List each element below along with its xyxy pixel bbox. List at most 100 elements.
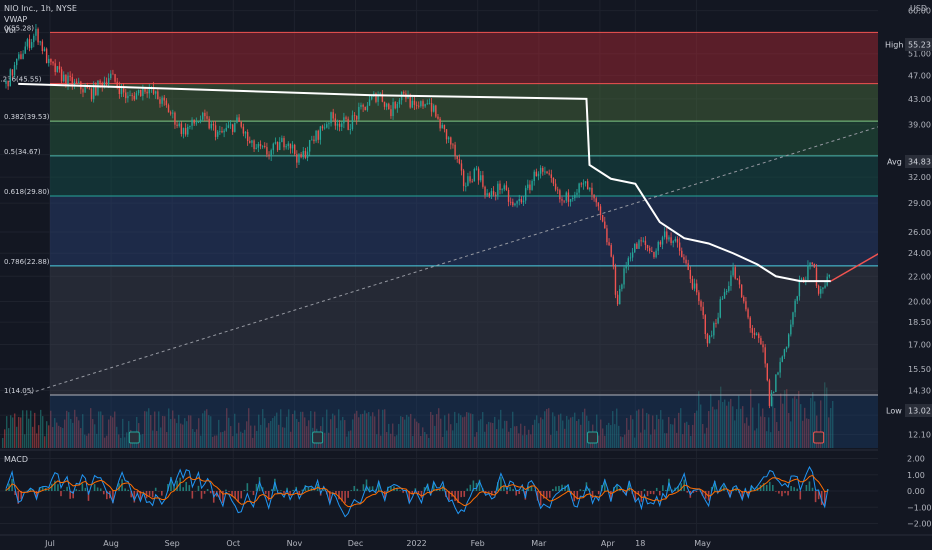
macd-histogram-bar	[808, 481, 811, 491]
price-badges: High 55.23 Avg 34.83 Low 13.02	[880, 38, 932, 417]
volume-bar	[378, 409, 380, 448]
macd-histogram-bar	[576, 491, 579, 500]
volume-bar	[194, 431, 196, 448]
candle-body	[78, 81, 80, 83]
volume-bar	[578, 419, 580, 448]
macd-histogram-bar	[475, 482, 478, 491]
macd-histogram-bar	[741, 491, 744, 499]
candle-body	[28, 39, 31, 48]
candle-body	[266, 147, 268, 155]
volume-bar	[144, 411, 146, 448]
macd-histogram-bar	[469, 484, 472, 491]
volume-bar	[292, 414, 294, 448]
volume-bar	[90, 408, 92, 448]
volume-bar	[282, 427, 284, 448]
volume-bar	[542, 419, 544, 448]
earnings-markers[interactable]	[128, 431, 825, 444]
candle-body	[454, 144, 456, 156]
volume-legend[interactable]: Vol	[4, 26, 16, 35]
macd-histogram-bar	[72, 491, 75, 499]
volume-bar	[212, 436, 214, 448]
candle-body	[683, 257, 685, 260]
macd-histogram-bar	[509, 486, 511, 491]
volume-bar	[54, 418, 56, 448]
price-series	[5, 23, 831, 409]
candle-body	[349, 129, 351, 130]
volume-bar	[248, 408, 250, 448]
candle-body	[385, 103, 388, 107]
volume-bar	[34, 412, 36, 448]
volume-bar	[186, 421, 188, 448]
candle-body	[465, 185, 467, 187]
volume-bar	[244, 429, 246, 448]
time-axis[interactable]: Jul Aug Sep Oct Nov Dec 2022 Feb Mar Apr 18 May	[0, 534, 932, 548]
volume-bar	[392, 423, 394, 448]
candle-body	[105, 81, 108, 85]
volume-bar	[284, 427, 286, 448]
candle-body	[807, 265, 809, 280]
candle-body	[770, 392, 773, 406]
macd-histogram-bar	[206, 488, 209, 491]
symbol-legend[interactable]: NIO Inc., 1h, NYSE	[4, 4, 77, 13]
macd-histogram-bar	[665, 489, 667, 491]
macd-histogram-bar	[289, 491, 291, 496]
volume-bar	[446, 430, 448, 448]
macd-histogram-bar	[701, 491, 704, 496]
candle-body	[43, 48, 46, 51]
macd-histogram-bar	[362, 484, 365, 491]
volume-bar	[198, 418, 200, 448]
volume-bar	[486, 424, 488, 448]
candle-body	[174, 112, 176, 125]
candle-body	[477, 168, 480, 181]
price-axis[interactable]: 60.00 51.00 47.00 43.00 39.00 32.00 29.00 26.00…	[878, 0, 932, 550]
vwap-legend[interactable]: VWAP	[4, 15, 28, 24]
candle-body	[790, 324, 792, 335]
candle-body	[813, 263, 816, 268]
volume-bar	[810, 398, 812, 448]
volume-bar	[608, 422, 610, 448]
volume-bar	[770, 432, 772, 448]
vwap-line	[18, 82, 831, 283]
candle-body	[264, 145, 266, 148]
volume-bar	[832, 400, 834, 448]
candle-body	[351, 115, 354, 130]
fib-zone	[49, 32, 878, 84]
vwap-path	[18, 82, 831, 283]
candle-body	[304, 150, 307, 158]
candle-body	[336, 123, 339, 126]
volume-bar	[582, 412, 584, 448]
macd-legend[interactable]: MACD	[4, 455, 28, 464]
time-tick-label: Oct	[226, 539, 240, 548]
volume-bar	[220, 432, 222, 448]
volume-bar	[694, 413, 696, 448]
volume-bar	[736, 409, 738, 448]
candle-body	[484, 186, 486, 196]
volume-bar	[672, 424, 674, 448]
volume-bar	[788, 413, 790, 448]
volume-bar	[114, 411, 116, 448]
macd-histogram-bar	[124, 488, 126, 491]
volume-bar	[722, 402, 724, 448]
volume-bar	[812, 392, 814, 448]
macd-histogram-bar	[106, 491, 108, 500]
candle-body	[370, 96, 373, 100]
earnings-marker	[128, 431, 140, 444]
candle-body	[760, 338, 762, 345]
candle-body	[214, 125, 217, 137]
macd-histogram-bar	[20, 491, 23, 500]
volume-bar	[366, 413, 368, 448]
earnings-marker	[312, 431, 324, 444]
volume-bar	[342, 416, 344, 448]
macd-histogram-bar	[432, 482, 435, 491]
volume-bar	[398, 423, 400, 448]
fib-extension-zone	[49, 394, 878, 448]
candle-body	[467, 176, 469, 186]
fibonacci-retracement[interactable]: 0(55.28) 0.236(45.55) 0.382(39.53) 0.5(34.6…	[0, 24, 878, 448]
volume-bar	[338, 409, 340, 448]
candle-body	[56, 66, 59, 72]
candle-body	[315, 130, 317, 142]
macd-histogram-bar	[246, 483, 249, 491]
candle-body	[554, 183, 557, 190]
candle-body	[535, 171, 538, 177]
